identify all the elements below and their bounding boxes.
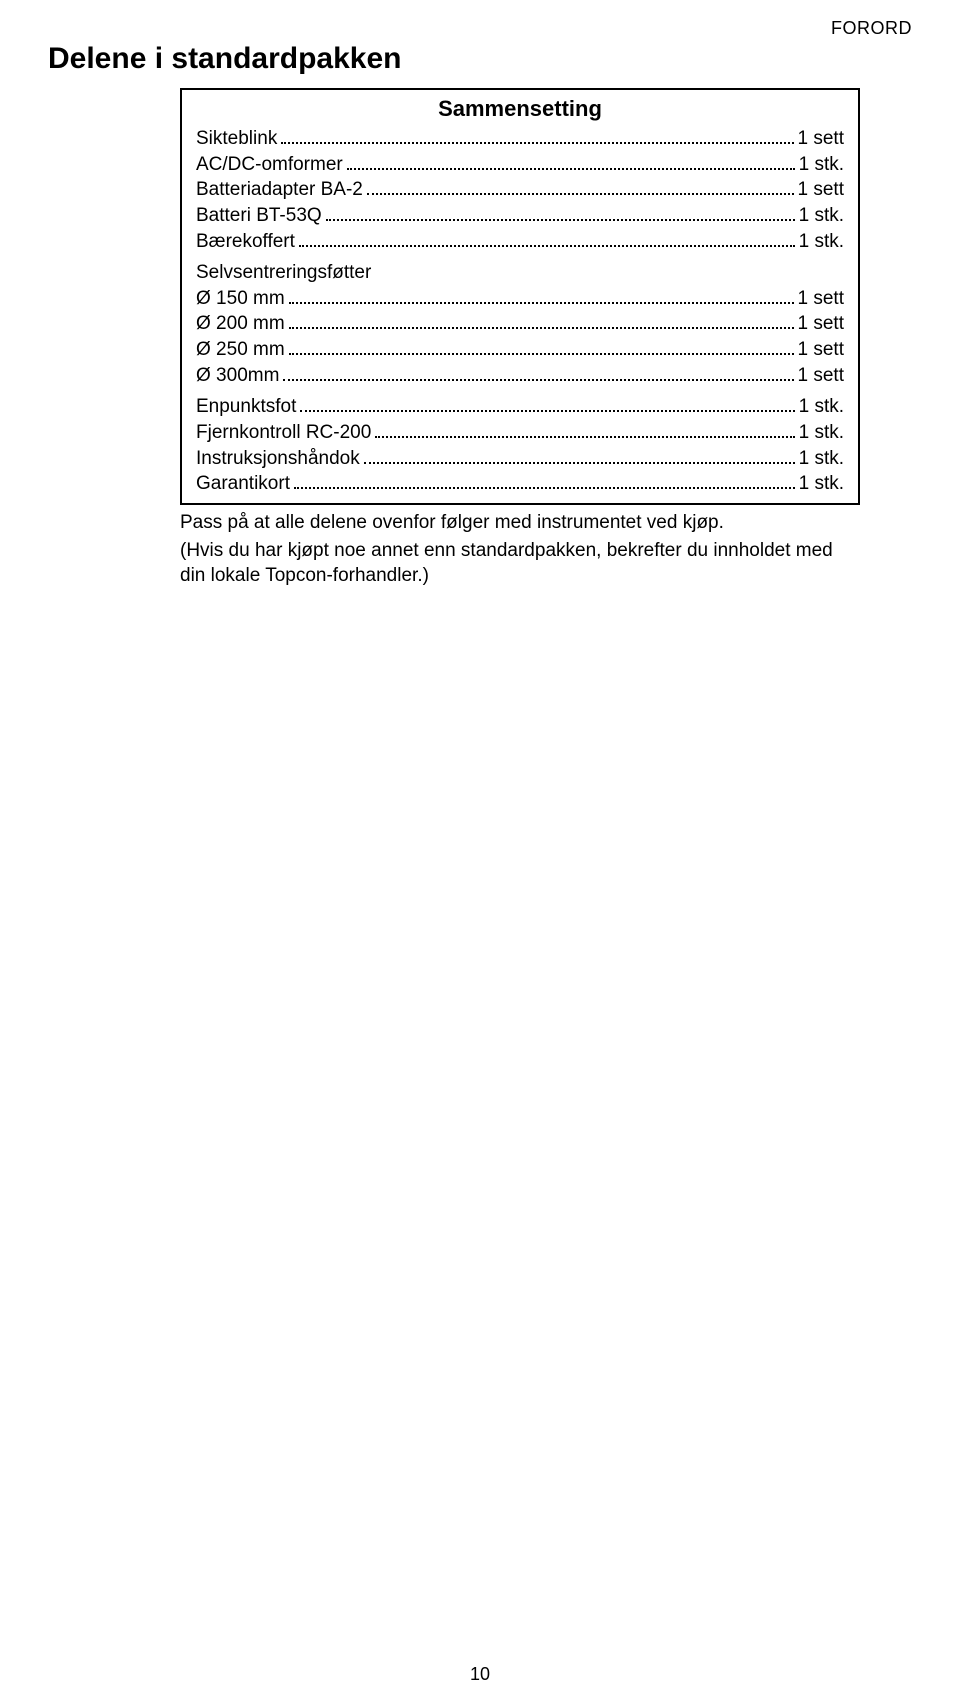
- item-row: Ø 300mm 1 sett: [182, 363, 858, 389]
- box-title: Sammensetting: [182, 90, 858, 126]
- leader-dots: [289, 314, 794, 329]
- item-quantity: 1 stk.: [799, 203, 844, 229]
- item-quantity: 1 stk.: [799, 471, 844, 497]
- item-label: AC/DC-omformer: [196, 152, 343, 178]
- item-quantity: 1 stk.: [799, 152, 844, 178]
- item-label: Bærekoffert: [196, 229, 295, 255]
- leader-dots: [375, 423, 794, 438]
- item-label: Ø 300mm: [196, 363, 279, 389]
- leader-dots: [289, 289, 794, 304]
- leader-dots: [347, 154, 795, 169]
- item-group: Enpunktsfot 1 stk. Fjernkontroll RC-200 1 s…: [182, 394, 858, 503]
- item-row: Ø 250 mm 1 sett: [182, 337, 858, 363]
- item-label: Instruksjonshåndok: [196, 446, 360, 472]
- leader-dots: [294, 474, 795, 489]
- item-quantity: 1 stk.: [799, 420, 844, 446]
- leader-dots: [326, 206, 795, 221]
- item-row: Sikteblink 1 sett: [182, 126, 858, 152]
- page-number: 10: [0, 1664, 960, 1685]
- leader-dots: [283, 366, 793, 381]
- item-row: Instruksjonshåndok 1 stk.: [182, 446, 858, 472]
- item-label: Ø 250 mm: [196, 337, 285, 363]
- item-label: Selvsentreringsføtter: [196, 260, 371, 286]
- item-quantity: 1 stk.: [799, 446, 844, 472]
- item-label: Ø 200 mm: [196, 311, 285, 337]
- item-row: AC/DC-omformer 1 stk.: [182, 152, 858, 178]
- page-header: FORORD: [831, 18, 912, 39]
- item-quantity: 1 sett: [798, 286, 844, 312]
- item-label: Batteri BT-53Q: [196, 203, 322, 229]
- item-label: Enpunktsfot: [196, 394, 296, 420]
- leader-dots: [299, 231, 795, 246]
- item-label: Fjernkontroll RC-200: [196, 420, 371, 446]
- item-group: Sikteblink1 settAC/DC-omformer1 stk.Batt…: [182, 126, 858, 260]
- item-quantity: 1 sett: [798, 177, 844, 203]
- item-row: Batteriadapter BA-2 1 sett: [182, 177, 858, 203]
- leader-dots: [281, 129, 793, 144]
- footnote-line: Pass på at alle delene ovenfor følger me…: [180, 510, 860, 536]
- leader-dots: [364, 449, 795, 464]
- item-row: Ø 200 mm 1 sett: [182, 311, 858, 337]
- item-quantity: 1 sett: [798, 363, 844, 389]
- leader-dots: [289, 340, 794, 355]
- section-title: Delene i standardpakken: [48, 42, 401, 76]
- item-quantity: 1 sett: [798, 311, 844, 337]
- contents-box: Sammensetting Sikteblink1 settAC/DC-omfo…: [180, 88, 860, 505]
- item-quantity: 1 sett: [798, 126, 844, 152]
- item-label: Garantikort: [196, 471, 290, 497]
- leader-dots: [300, 397, 794, 412]
- item-row: Fjernkontroll RC-200 1 stk.: [182, 420, 858, 446]
- item-label: Sikteblink: [196, 126, 277, 152]
- leader-dots: [367, 180, 794, 195]
- item-row: Batteri BT-53Q 1 stk.: [182, 203, 858, 229]
- item-quantity: 1 stk.: [799, 394, 844, 420]
- item-row: Garantikort 1 stk.: [182, 471, 858, 497]
- item-group: SelvsentreringsføtterØ 150 mm1 settØ 200…: [182, 260, 858, 394]
- item-row: Selvsentreringsføtter: [182, 260, 858, 286]
- item-label: Ø 150 mm: [196, 286, 285, 312]
- item-row: Ø 150 mm 1 sett: [182, 286, 858, 312]
- item-quantity: 1 stk.: [799, 229, 844, 255]
- footnote-block: Pass på at alle delene ovenfor følger me…: [180, 510, 860, 591]
- footnote-line: (Hvis du har kjøpt noe annet enn standar…: [180, 538, 860, 589]
- item-quantity: 1 sett: [798, 337, 844, 363]
- item-row: Bærekoffert 1 stk.: [182, 229, 858, 255]
- item-row: Enpunktsfot 1 stk.: [182, 394, 858, 420]
- item-label: Batteriadapter BA-2: [196, 177, 363, 203]
